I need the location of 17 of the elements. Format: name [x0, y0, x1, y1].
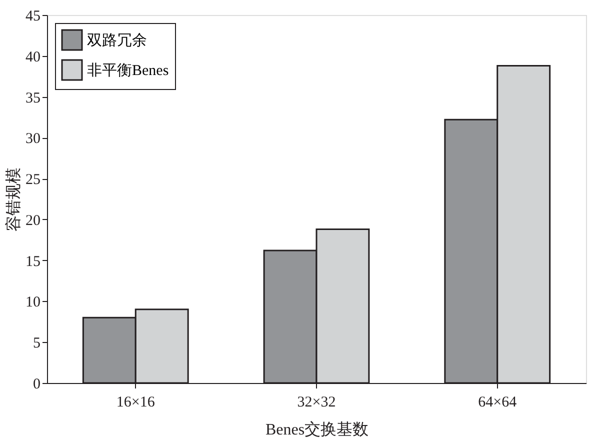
x-axis-title: Benes交换基数	[265, 420, 369, 438]
y-tick-label: 10	[26, 294, 40, 311]
legend-label: 非平衡Benes	[87, 62, 169, 79]
x-tick-label: 16×16	[116, 394, 156, 410]
x-tick-label: 32×32	[297, 394, 336, 410]
y-tick-label: 15	[26, 254, 40, 270]
y-tick-label: 45	[26, 8, 40, 24]
y-tick-label: 0	[33, 376, 40, 392]
y-tick-label: 5	[33, 336, 40, 352]
y-axis-title: 容错规模	[4, 168, 22, 232]
y-tick-label: 40	[26, 49, 40, 66]
y-tick-label: 30	[26, 131, 40, 148]
y-tick-label: 25	[26, 172, 40, 188]
y-tick-label: 20	[26, 212, 40, 229]
y-tick-label: 35	[26, 90, 40, 106]
legend-label: 双路冗余	[87, 32, 147, 49]
x-tick-label: 64×64	[478, 394, 518, 410]
